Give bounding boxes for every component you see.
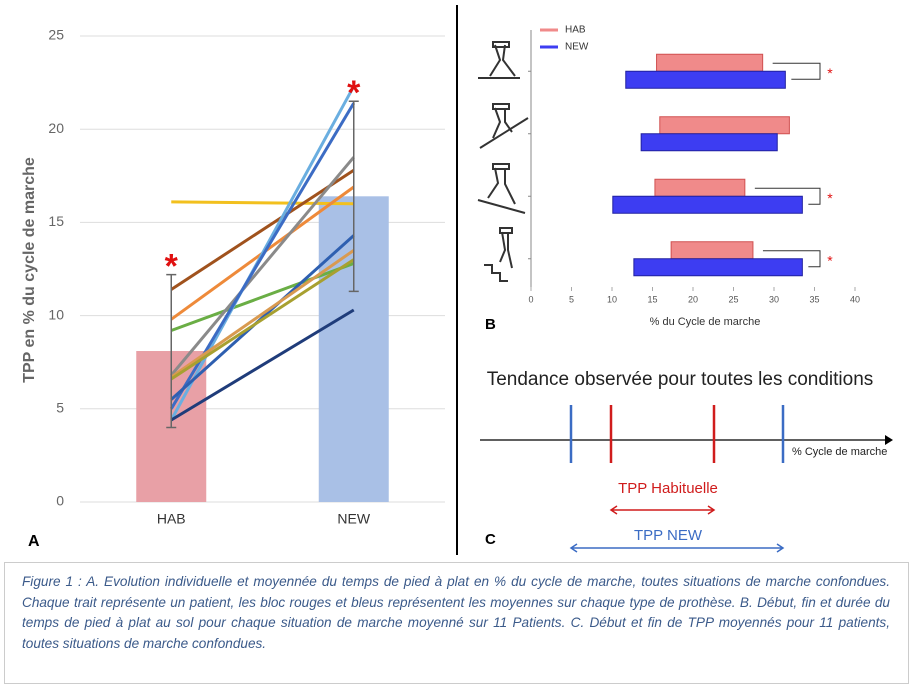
significance: *: [827, 252, 833, 268]
patient-line: [170, 258, 355, 381]
range-bar: [640, 133, 778, 152]
range-bar: [670, 241, 754, 260]
x-tick-label: 15: [647, 294, 657, 304]
condition-icons: [477, 41, 529, 282]
patient-line: [170, 262, 355, 332]
new-arrow: [569, 543, 785, 553]
range-bar: [659, 116, 790, 135]
bracket: [754, 187, 821, 205]
range-bar: [656, 53, 764, 72]
arrow-head: [885, 435, 893, 445]
significance: *: [827, 190, 833, 206]
panel-label: B: [485, 316, 496, 333]
y-tick-label: 10: [48, 306, 64, 322]
x-tick-label: HAB: [157, 511, 186, 527]
x-tick-label: 35: [809, 294, 819, 304]
y-tick-label: 15: [48, 213, 64, 229]
patient-line: [170, 249, 355, 379]
x-tick-label: 20: [688, 294, 698, 304]
new-label: TPP NEW: [634, 527, 703, 544]
figure: A TPP en % du cycle de marche B % du Cyc…: [21, 5, 893, 555]
hab-arrow: [609, 505, 716, 515]
x-axis-title: % du Cycle de marche: [650, 316, 761, 328]
panel-label: A: [28, 533, 40, 550]
bracket: [772, 62, 821, 80]
x-tick-label: 40: [850, 294, 860, 304]
y-tick-label: 5: [56, 400, 64, 416]
patient-line: [170, 156, 355, 377]
patient-line: [171, 200, 354, 206]
patient-line: [170, 234, 355, 401]
significance: *: [827, 65, 833, 81]
patient-line: [170, 308, 355, 422]
y-tick-label: 0: [56, 493, 64, 509]
range-bar: [625, 70, 786, 89]
significance: *: [165, 248, 179, 286]
diagram-title: Tendance observée pour toutes les condit…: [487, 369, 874, 390]
hab-label: TPP Habituelle: [618, 480, 718, 497]
y-tick-label: 25: [48, 27, 64, 43]
caption: Figure 1 : A. Evolution individuelle et …: [22, 574, 890, 651]
range-bar: [633, 258, 803, 277]
x-tick-label: 5: [569, 294, 574, 304]
patient-line: [170, 168, 355, 291]
error-bar: [166, 273, 177, 429]
range-bar: [612, 195, 803, 214]
range-bar: [654, 178, 746, 197]
y-axis-title: TPP en % du cycle de marche: [21, 157, 38, 383]
x-tick-label: NEW: [337, 511, 370, 527]
x-tick-label: 10: [607, 294, 617, 304]
legend-label: HAB: [565, 25, 586, 36]
x-tick-label: 25: [728, 294, 738, 304]
x-tick-label: 30: [769, 294, 779, 304]
axis-label: % Cycle de marche: [792, 446, 887, 458]
y-tick-label: 20: [48, 120, 64, 136]
panel-label: C: [485, 531, 496, 548]
caption-frame: [4, 562, 909, 684]
bracket: [762, 250, 821, 268]
x-tick-label: 0: [528, 294, 533, 304]
legend-label: NEW: [565, 42, 589, 53]
significance: *: [347, 74, 361, 112]
error-bar: [348, 100, 359, 293]
